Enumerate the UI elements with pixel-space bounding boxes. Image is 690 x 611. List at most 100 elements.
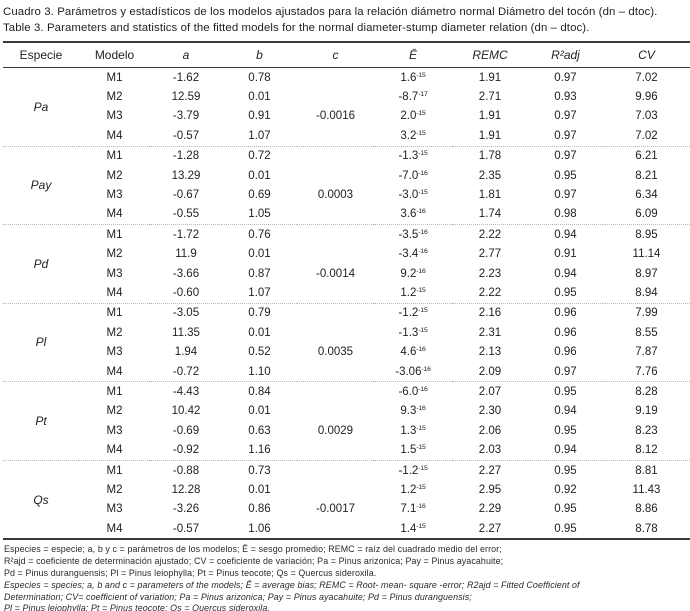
table-row: M4 -0.60 1.07 1.2-15 2.22 0.95 8.94 <box>3 283 690 303</box>
cell-model: M2 <box>106 91 123 104</box>
cell-c <box>297 362 374 382</box>
mean-bias-mantissa: -1.3 <box>398 150 419 163</box>
cell-a: 11.35 <box>172 326 200 339</box>
cell-remc: 1.81 <box>478 189 502 202</box>
cell-remc: 2.09 <box>478 365 502 378</box>
cell-b: 0.69 <box>248 189 271 202</box>
cell-mean-bias: -3.4-16 <box>374 245 452 264</box>
cell-c <box>297 68 374 88</box>
cell-cv: 7.02 <box>635 129 658 142</box>
cell-b: 0.78 <box>248 71 271 84</box>
table-row: M3 -3.26 0.86 -0.0017 7.1-16 2.29 0.95 8.86 <box>3 500 690 519</box>
table-row: M4 -0.72 1.10 -3.06-16 2.09 0.97 7.76 <box>3 362 690 382</box>
cell-cv: 6.09 <box>635 208 658 221</box>
cell-cv: 7.03 <box>635 110 658 123</box>
mean-bias-exponent: -16 <box>416 405 426 413</box>
cell-remc: 2.95 <box>478 483 502 496</box>
col-header-especie: Especie <box>3 42 79 68</box>
table-row: Qs M1 -0.88 0.73 -1.2-15 2.27 0.95 8.81 <box>3 459 690 540</box>
table-row: M2 13.29 0.01 -7.0-16 2.35 0.95 8.21 <box>3 166 690 185</box>
mean-bias-mantissa: 7.1 <box>400 503 417 516</box>
mean-bias-exponent: -16 <box>418 228 428 236</box>
footnote-line-en: Especies = species; a, b and c = paramet… <box>4 579 580 590</box>
cell-cv: 7.99 <box>603 302 690 324</box>
footnote-line-es: Especies = especie; a, b y c = parámetro… <box>4 544 502 555</box>
table-row: M4 -0.55 1.05 3.6-16 1.74 0.98 6.09 <box>3 205 690 225</box>
table-row: M2 12.28 0.01 1.2-15 2.95 0.92 11.43 <box>3 480 690 499</box>
cell-cv: 6.34 <box>635 189 658 202</box>
cell-r2adj: 0.95 <box>528 381 603 402</box>
mean-bias-mantissa: -3.0 <box>398 189 419 202</box>
table-row: M2 11.9 0.01 -3.4-16 2.77 0.91 11.14 <box>3 245 690 264</box>
species-cell: Pa <box>33 99 49 114</box>
cell-b: 1.06 <box>248 522 271 535</box>
cell-remc: 2.35 <box>478 169 502 182</box>
cell-r2adj: 0.98 <box>554 208 577 221</box>
mean-bias-exponent: -15 <box>416 444 426 452</box>
cell-mean-bias: 1.6-15 <box>374 68 452 88</box>
cell-mean-bias: -1.2-15 <box>374 459 452 481</box>
cell-a: -3.26 <box>172 503 200 516</box>
cell-remc: 2.07 <box>452 381 528 402</box>
cell-model: M3 <box>106 346 123 359</box>
table-row: Pt M1 -4.43 0.84 -6.0-16 2.07 0.95 8.28 <box>3 381 690 461</box>
mean-bias-exponent: -15 <box>418 307 428 315</box>
cell-model: M3 <box>106 267 123 280</box>
mean-bias-mantissa: 9.3 <box>400 405 417 418</box>
table-row: M3 1.94 0.52 0.0035 4.6-16 2.13 0.96 7.87 <box>3 342 690 361</box>
cell-a: 1.94 <box>174 346 198 359</box>
cell-a: 12.28 <box>171 483 201 496</box>
cell-cv: 11.43 <box>632 483 661 496</box>
cell-remc: 2.06 <box>478 424 502 437</box>
cell-cv: 8.23 <box>635 424 658 437</box>
cell-b: 0.86 <box>248 503 271 516</box>
cell-mean-bias: 3.6-16 <box>374 205 452 225</box>
table-row: Pd M1 -1.72 0.76 -3.5-16 2.22 0.94 8.95 <box>3 224 690 304</box>
col-header-a: a <box>150 42 222 68</box>
header-row: Especie Modelo a b c Ē REMC R²adj CV <box>3 42 690 68</box>
table-row: M4 -0.57 1.07 3.2-15 1.91 0.97 7.02 <box>3 126 690 146</box>
col-header-c: c <box>297 42 374 68</box>
table-row: Pay M1 -1.28 0.72 -1.3-15 1.78 0.97 6.21 <box>3 145 690 225</box>
cell-remc: 2.16 <box>452 302 528 324</box>
cell-r2adj: 0.94 <box>554 267 577 280</box>
cell-a: -1.72 <box>150 224 222 245</box>
cell-mean-bias: -6.0-16 <box>374 381 452 402</box>
cell-model: M2 <box>106 483 123 496</box>
cell-remc: 2.27 <box>478 522 502 535</box>
cell-b: 1.05 <box>248 208 271 221</box>
mean-bias-exponent: -15 <box>418 464 428 472</box>
cell-b: 0.72 <box>222 145 297 166</box>
cell-a: -0.88 <box>150 459 222 481</box>
cell-a: 10.42 <box>171 405 201 418</box>
cell-c <box>297 87 374 106</box>
col-header-b: b <box>222 42 297 68</box>
mean-bias-exponent: -16 <box>418 169 428 177</box>
cell-cv: 8.78 <box>635 522 658 535</box>
cell-r2adj: 0.95 <box>554 424 577 437</box>
cell-c <box>297 283 374 303</box>
mean-bias-exponent: -15 <box>418 189 428 197</box>
cell-remc: 2.22 <box>478 286 502 299</box>
mean-bias-exponent: -15 <box>416 110 426 118</box>
mean-bias-exponent: -16 <box>418 385 428 393</box>
cell-mean-bias: -1.3-15 <box>374 323 452 342</box>
cell-b: 0.01 <box>248 248 271 261</box>
cell-b: 0.63 <box>248 424 271 437</box>
cell-r2adj: 0.97 <box>554 365 577 378</box>
cell-cv: 9.19 <box>635 405 658 418</box>
cell-b: 0.01 <box>248 483 271 496</box>
cell-a: -0.57 <box>172 522 200 535</box>
cell-remc: 2.31 <box>478 326 502 339</box>
cell-remc: 1.78 <box>452 145 528 166</box>
mean-bias-mantissa: -3.4 <box>398 248 419 261</box>
species-cell: Pay <box>3 145 79 225</box>
cell-mean-bias: 4.6-16 <box>374 342 452 361</box>
mean-bias-mantissa: 1.4 <box>400 522 417 535</box>
cell-remc: 2.29 <box>478 503 502 516</box>
cell-model: M4 <box>106 129 123 142</box>
mean-bias-mantissa: 1.6 <box>400 71 417 84</box>
cell-model: M4 <box>106 444 123 457</box>
cell-mean-bias: -8.7-17 <box>374 87 452 106</box>
